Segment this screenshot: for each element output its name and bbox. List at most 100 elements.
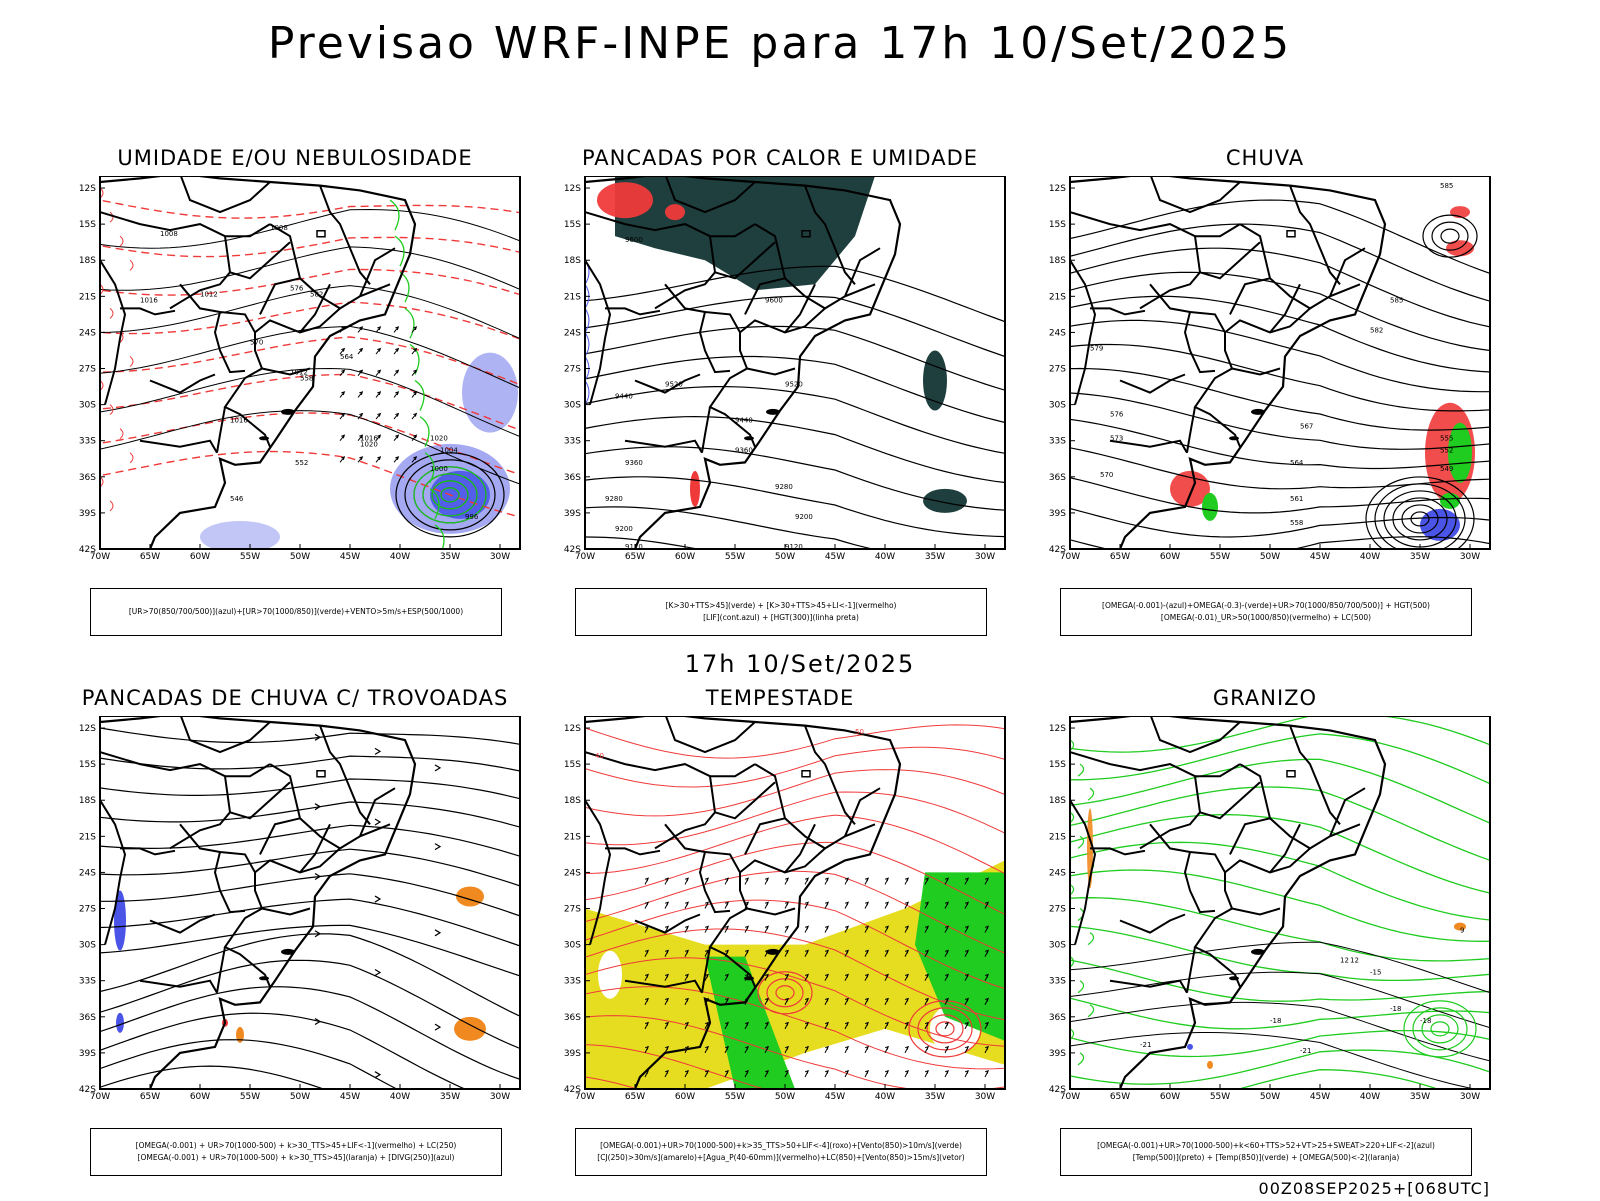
panel-legend: [K>30+TTS>45](verde) + [K>30+TTS>45+LI<-… <box>575 588 987 636</box>
state-border <box>1224 307 1311 334</box>
state-border <box>804 725 856 825</box>
contour-label: 1020 <box>430 435 448 443</box>
lc850-streamline <box>585 724 1005 759</box>
lc850-streamline <box>585 791 1005 846</box>
wind850-vector <box>944 1045 949 1054</box>
state-border <box>179 176 271 214</box>
convective-area-red <box>597 182 653 219</box>
streamline-arrow <box>434 843 442 851</box>
thickness-contour <box>109 211 114 223</box>
wind850-vector <box>764 877 769 885</box>
streamline-arrow <box>374 1071 382 1079</box>
state-border <box>1149 823 1241 988</box>
lc250-streamline <box>100 848 520 887</box>
lon-tick-label: 30W <box>975 1092 995 1102</box>
wind850-vector <box>764 901 769 909</box>
map-frame <box>584 176 1006 550</box>
state-border <box>1070 259 1097 405</box>
panel-chuva: CHUVA 585 585 582 579 576 573 570 567 564 561 558 5… <box>1030 146 1500 661</box>
wind850-vector <box>904 901 909 909</box>
legend-line: [OMEGA(-0.001) + UR>70(1000-500) + k>30_… <box>137 1153 455 1162</box>
lat-tick-label: 27S <box>564 365 581 375</box>
panel-legend: [UR>70(850/700/500)](azul)+[UR>70(1000/8… <box>90 588 502 636</box>
wind850-vector <box>864 877 869 885</box>
hgt500-streamline <box>1070 295 1490 373</box>
contour-label: -21 <box>1140 1041 1151 1049</box>
wind850-vector <box>744 1069 749 1078</box>
thickness-contour <box>109 404 114 415</box>
wind850-vector <box>684 949 689 957</box>
contour-label: 9200 <box>795 513 813 521</box>
state-border <box>261 367 311 376</box>
lon-tick-label: 40W <box>390 1092 410 1102</box>
lat-tick-label: 30S <box>1049 941 1066 951</box>
temp500-contour <box>1070 1032 1478 1089</box>
wind-vector <box>375 456 382 463</box>
contour-label: 9600 <box>625 236 643 244</box>
contour-label: 549 <box>1440 465 1453 473</box>
wind850-vector <box>824 997 829 1006</box>
wind850-vector <box>984 925 989 933</box>
wind850-vector <box>944 877 949 885</box>
wind850-vector <box>784 1069 789 1078</box>
lat-tick-label: 36S <box>1049 473 1066 483</box>
contour-label: 1016 <box>140 296 158 304</box>
pressure-contour <box>100 285 520 340</box>
state-border <box>1149 176 1241 214</box>
wind-vector <box>339 391 346 398</box>
state-border <box>664 716 756 754</box>
hgt500-streamline <box>1070 223 1490 302</box>
lon-tick-label: 45W <box>1310 1092 1330 1102</box>
high-pressure-contour <box>1422 214 1478 258</box>
contour-label: 1000 <box>430 465 448 473</box>
thickness-contour <box>100 412 520 476</box>
lc250-streamline <box>100 778 520 800</box>
temp850-contour <box>1430 1021 1450 1037</box>
wind850-vector <box>784 997 789 1006</box>
divergence-area <box>114 890 126 951</box>
state-border <box>1289 725 1341 825</box>
hgt500-streamline <box>1070 392 1490 450</box>
state-border <box>319 725 371 825</box>
high-pressure-contour <box>1440 228 1460 244</box>
wind850-vector <box>704 949 709 957</box>
temp850-contour <box>1077 980 1085 994</box>
federal-district <box>1286 230 1296 238</box>
lat-tick-label: 27S <box>1049 365 1066 375</box>
contour-label: 9200 <box>615 525 633 533</box>
map-granizo: -15 -18 -18 -18 -21 -21 12 12 9 12S 15S 18S 21S 24S 27… <box>1049 716 1491 1102</box>
contour-label: 1020 <box>360 441 378 449</box>
wind850-vector <box>644 1021 649 1030</box>
state-border <box>261 907 311 916</box>
wind-vector <box>375 347 382 355</box>
streamline-arrow <box>374 969 382 977</box>
wind850-vector <box>924 1021 929 1030</box>
low-pressure-contour <box>1410 511 1430 527</box>
state-border <box>1195 763 1241 778</box>
state-border <box>1070 211 1202 310</box>
state-border <box>1289 185 1341 285</box>
state-border <box>1119 913 1186 934</box>
state-border <box>259 277 301 315</box>
federal-district <box>316 230 326 238</box>
state-border <box>1183 851 1216 914</box>
state-border <box>1070 799 1097 945</box>
contour-label: 579 <box>1090 344 1103 352</box>
hgt300-contour <box>585 536 701 549</box>
lat-tick-label: 18S <box>564 256 581 266</box>
contour-label: -18 <box>1390 1005 1401 1013</box>
map-tempestade: 40 50 12S 15S 18S 21S 24S 27S 30S 33S 36S 39S 42S70W… <box>564 716 1006 1102</box>
lon-tick-label: 55W <box>725 1092 745 1102</box>
humidity-1000-contour <box>419 416 430 447</box>
wind850-vector <box>884 1045 889 1054</box>
wind850-vector <box>804 949 809 957</box>
wind-vector <box>411 412 418 420</box>
lat-tick-label: 42S <box>1049 1085 1066 1095</box>
lon-tick-label: 70W <box>90 552 110 562</box>
lon-tick-label: 55W <box>240 552 260 562</box>
map-content: 9600 9600 9520 9520 9440 9440 9360 9360 9280 9280… <box>585 176 1005 549</box>
wind850-vector <box>664 877 669 885</box>
map-frame <box>1069 176 1491 550</box>
state-border <box>585 799 612 945</box>
wind850-vector <box>904 1021 909 1030</box>
